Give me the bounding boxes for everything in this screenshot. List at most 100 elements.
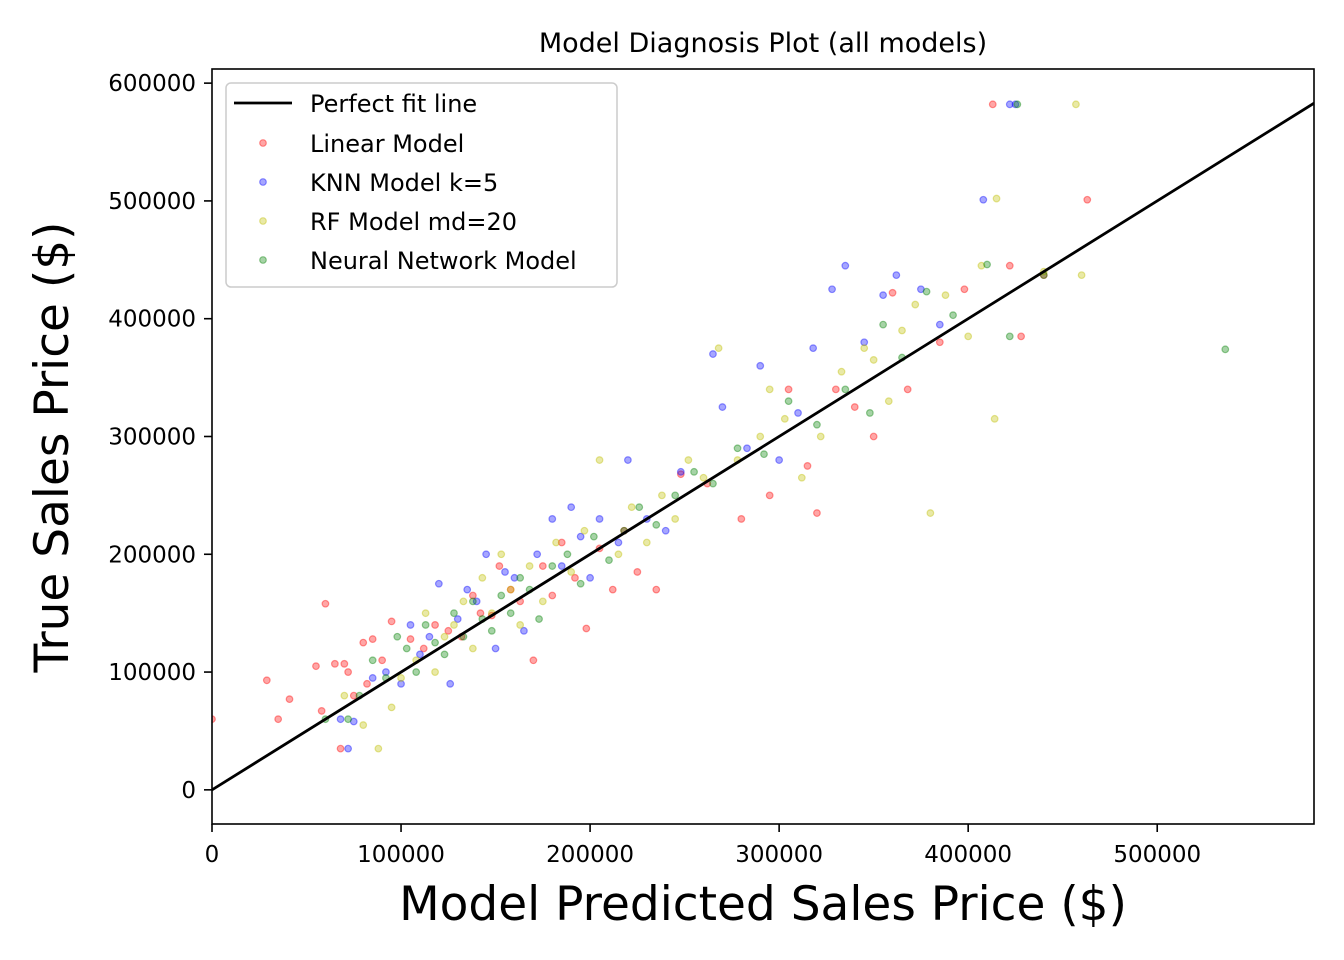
data-point bbox=[344, 744, 353, 753]
data-point bbox=[780, 414, 789, 423]
data-point bbox=[285, 695, 294, 704]
data-point bbox=[393, 632, 402, 641]
data-point bbox=[595, 456, 604, 464]
x-tick-label: 0 bbox=[205, 842, 220, 868]
data-point bbox=[497, 550, 506, 559]
data-point bbox=[387, 703, 396, 712]
data-point bbox=[368, 674, 377, 682]
data-point bbox=[1011, 100, 1020, 109]
data-point bbox=[841, 261, 850, 270]
chart-title: Model Diagnosis Plot (all models) bbox=[539, 28, 987, 59]
data-point bbox=[406, 621, 415, 629]
data-point bbox=[627, 503, 636, 512]
data-point bbox=[340, 691, 349, 700]
data-point bbox=[434, 579, 443, 588]
data-point bbox=[576, 532, 585, 541]
data-point bbox=[898, 326, 906, 335]
data-point bbox=[450, 609, 458, 618]
data-point bbox=[828, 285, 836, 294]
data-point bbox=[487, 626, 496, 635]
data-point bbox=[586, 573, 594, 582]
data-point bbox=[869, 432, 878, 441]
data-point bbox=[571, 573, 579, 582]
data-point bbox=[563, 550, 572, 559]
x-tick-label: 200000 bbox=[546, 842, 634, 868]
series-1 bbox=[336, 100, 1020, 753]
data-point bbox=[312, 662, 320, 671]
data-point bbox=[879, 320, 888, 329]
data-point bbox=[837, 367, 846, 376]
data-point bbox=[784, 385, 793, 394]
data-point bbox=[510, 573, 519, 582]
data-point bbox=[964, 332, 973, 341]
legend-label-perfect-fit: Perfect fit line bbox=[310, 90, 477, 118]
data-point bbox=[506, 609, 515, 618]
data-point bbox=[520, 626, 528, 635]
y-axis-label: True Sales Price ($) bbox=[25, 222, 80, 674]
data-point bbox=[869, 356, 878, 364]
data-point bbox=[813, 420, 821, 429]
data-point bbox=[860, 338, 869, 347]
data-point bbox=[794, 409, 802, 417]
legend-label: KNN Model k=5 bbox=[310, 169, 498, 197]
data-point bbox=[595, 515, 604, 523]
data-point bbox=[1013, 100, 1022, 109]
data-point bbox=[911, 300, 920, 309]
data-point bbox=[884, 397, 893, 406]
data-point bbox=[548, 515, 557, 523]
data-point bbox=[977, 261, 986, 270]
data-point bbox=[516, 621, 525, 629]
data-point bbox=[468, 644, 477, 653]
data-points bbox=[212, 100, 1230, 753]
data-point bbox=[557, 538, 566, 547]
series-0 bbox=[212, 100, 1092, 753]
data-point bbox=[468, 591, 477, 600]
data-point bbox=[760, 450, 768, 459]
data-point bbox=[941, 291, 950, 300]
data-point bbox=[671, 515, 680, 523]
data-point bbox=[349, 717, 358, 726]
data-point bbox=[614, 550, 623, 559]
data-point bbox=[676, 467, 685, 476]
data-point bbox=[476, 609, 485, 618]
data-point bbox=[495, 562, 504, 570]
data-point bbox=[446, 679, 455, 688]
data-point bbox=[690, 467, 698, 476]
data-point bbox=[274, 715, 283, 724]
data-point bbox=[841, 385, 850, 394]
data-point bbox=[340, 659, 349, 668]
data-point bbox=[582, 624, 591, 633]
data-point bbox=[368, 656, 377, 665]
data-point bbox=[803, 462, 812, 470]
legend-swatch bbox=[259, 178, 267, 186]
data-point bbox=[652, 520, 661, 529]
data-point bbox=[580, 526, 589, 535]
data-point bbox=[775, 456, 784, 464]
data-point bbox=[888, 288, 897, 297]
data-point bbox=[714, 344, 723, 353]
data-point bbox=[922, 287, 931, 296]
data-point bbox=[831, 385, 840, 394]
data-point bbox=[538, 562, 547, 570]
plot-frame bbox=[211, 68, 1315, 825]
data-point bbox=[605, 556, 613, 565]
data-point bbox=[765, 491, 774, 500]
data-point bbox=[478, 573, 487, 582]
data-point bbox=[262, 676, 271, 685]
data-point bbox=[330, 659, 339, 668]
data-point bbox=[765, 385, 774, 394]
data-point bbox=[453, 615, 462, 623]
data-point bbox=[813, 509, 821, 517]
data-point bbox=[567, 568, 576, 576]
data-point bbox=[359, 638, 368, 647]
data-point bbox=[709, 479, 717, 488]
data-point bbox=[497, 591, 506, 600]
perfect-fit-line bbox=[212, 102, 1314, 792]
x-tick-label: 300000 bbox=[735, 842, 823, 868]
data-point bbox=[684, 456, 693, 464]
data-point bbox=[535, 615, 543, 623]
data-point bbox=[809, 344, 818, 353]
data-point bbox=[983, 260, 991, 269]
data-point bbox=[463, 585, 472, 594]
